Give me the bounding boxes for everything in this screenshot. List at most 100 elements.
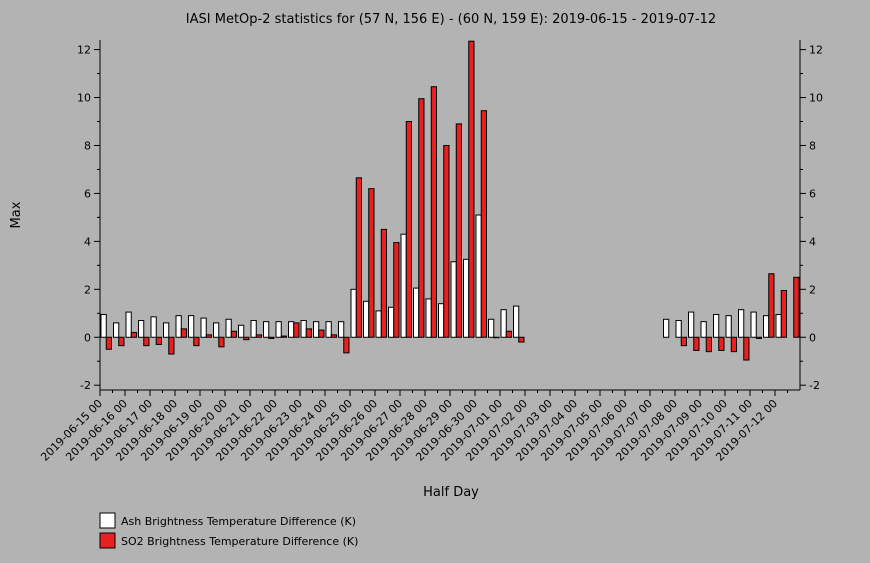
y-tick-label-left: 2 [84,283,91,296]
bar-so2-13 [268,336,275,339]
y-tick-label-left: 6 [84,187,91,200]
bar-ash-50 [725,315,732,338]
bar-so2-47 [693,336,700,351]
bar-ash-53 [763,315,770,338]
bar-so2-27 [443,144,450,338]
bar-so2-18 [330,334,337,338]
bar-so2-24 [405,121,412,338]
bar-so2-29 [468,40,475,338]
y-tick-label-left: 4 [84,235,91,248]
bar-ash-13 [263,321,270,338]
bar-ash-2 [125,311,132,338]
bar-ash-10 [225,318,232,338]
bar-so2-16 [305,328,312,338]
bar-so2-48 [705,336,712,353]
y-tick-label-left: 12 [77,44,91,57]
bar-so2-25 [418,98,425,338]
bar-ash-17 [313,321,320,338]
bar-ash-28 [450,261,457,338]
bar-so2-1 [118,336,125,347]
bar-ash-32 [500,309,507,338]
bar-so2-20 [355,177,362,338]
bar-so2-3 [143,336,150,347]
bar-ash-3 [138,319,145,338]
bar-ash-18 [325,321,332,338]
bar-ash-12 [250,319,257,338]
bar-so2-8 [205,334,212,338]
y-tick-label-right: 8 [809,139,816,152]
bar-so2-55 [793,276,800,338]
bar-ash-15 [288,321,295,338]
bar-ash-21 [363,300,370,338]
bar-ash-31 [488,318,495,338]
y-tick-label-left: -2 [80,379,91,392]
bar-ash-4 [150,316,157,338]
bar-so2-31 [493,336,500,339]
bar-so2-49 [718,336,725,351]
bar-so2-26 [430,86,437,338]
bar-ash-30 [475,214,482,338]
bar-so2-52 [755,336,762,339]
bar-ash-5 [163,322,170,338]
bar-so2-5 [168,336,175,355]
bar-so2-11 [243,336,250,341]
bar-so2-22 [380,228,387,338]
bar-so2-15 [293,322,300,338]
bar-ash-14 [275,321,282,338]
bar-so2-32 [505,330,512,338]
bar-ash-49 [713,313,720,338]
bar-so2-6 [180,328,187,338]
bar-ash-29 [463,258,470,338]
bar-ash-6 [175,315,182,338]
bar-ash-54 [775,313,782,338]
bar-ash-51 [738,309,745,338]
y-tick-label-right: 6 [809,187,816,200]
bar-ash-1 [113,322,120,338]
bar-ash-19 [338,321,345,338]
bar-so2-28 [455,123,462,338]
bar-so2-54 [780,290,787,338]
bar-ash-47 [688,311,695,338]
bar-ash-9 [213,322,220,338]
bar-ash-45 [663,318,670,338]
bar-ash-52 [750,311,757,338]
bar-so2-14 [280,335,287,338]
bar-so2-46 [680,336,687,347]
bar-ash-46 [675,319,682,338]
x-axis-label: Half Day [423,485,479,500]
y-tick-label-right: 4 [809,235,816,248]
bar-so2-2 [130,331,137,338]
bar-ash-8 [200,317,207,338]
bar-ash-7 [188,315,195,338]
bar-ash-26 [425,298,432,338]
bar-so2-17 [318,329,325,338]
bar-so2-4 [155,336,162,345]
bar-ash-27 [438,303,445,338]
legend-swatch-so2 [99,532,116,549]
bar-so2-51 [743,336,750,361]
y-tick-label-right: 10 [809,92,823,105]
bar-ash-11 [238,324,245,338]
bar-ash-0 [100,313,107,338]
legend: Ash Brightness Temperature Difference (K… [99,512,358,549]
bar-ash-33 [513,305,520,338]
y-tick-label-right: 0 [809,331,816,344]
bar-so2-12 [255,334,262,338]
bar-so2-0 [105,336,112,350]
bar-ash-20 [350,288,357,338]
y-tick-label-right: 2 [809,283,816,296]
bar-ash-25 [413,287,420,338]
y-axis-label: Max [9,201,24,228]
y-tick-label-left: 10 [77,92,91,105]
legend-label-ash: Ash Brightness Temperature Difference (K… [121,515,356,528]
bar-group [100,40,800,361]
bar-so2-53 [768,273,775,338]
y-tick-label-left: 0 [84,331,91,344]
bar-so2-10 [230,330,237,338]
bar-ash-23 [388,306,395,338]
bar-so2-23 [393,242,400,338]
bar-so2-50 [730,336,737,353]
bar-ash-16 [300,319,307,338]
